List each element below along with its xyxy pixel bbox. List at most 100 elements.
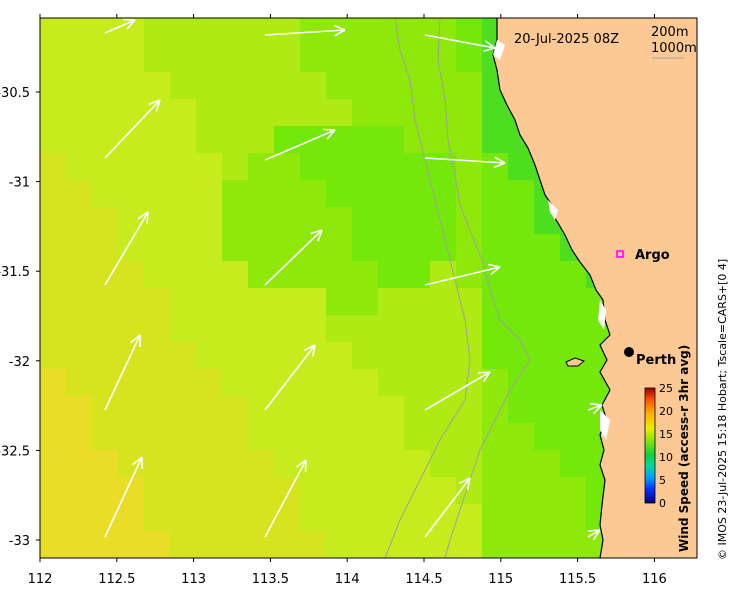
field-cell <box>326 477 353 505</box>
field-cell <box>482 450 509 478</box>
field-cell <box>430 315 457 343</box>
field-cell <box>196 234 223 262</box>
field-cell <box>560 396 587 424</box>
colorbar-tick-label: 0 <box>659 497 666 510</box>
field-cell <box>352 72 379 100</box>
field-cell <box>144 18 171 46</box>
field-cell <box>92 477 119 505</box>
field-cell <box>40 450 67 478</box>
field-cell <box>170 396 197 424</box>
field-cell <box>66 234 93 262</box>
field-cell <box>144 369 171 397</box>
field-cell <box>196 99 223 127</box>
field-cell <box>144 72 171 100</box>
field-cell <box>248 504 275 532</box>
field-cell <box>118 342 145 370</box>
field-cell <box>274 72 301 100</box>
field-cell <box>196 504 223 532</box>
field-cell <box>66 288 93 316</box>
field-cell <box>378 315 405 343</box>
field-cell <box>508 207 535 235</box>
field-cell <box>352 261 379 289</box>
field-cell <box>222 450 249 478</box>
field-cell <box>222 18 249 46</box>
field-cell <box>456 153 483 181</box>
field-cell <box>404 450 431 478</box>
field-cell <box>196 531 223 559</box>
field-cell <box>300 180 327 208</box>
field-cell <box>66 531 93 559</box>
field-cell <box>456 423 483 451</box>
field-cell <box>92 126 119 154</box>
field-cell <box>118 396 145 424</box>
x-tick-label: 114.5 <box>405 572 442 587</box>
field-cell <box>66 315 93 343</box>
field-cell <box>378 396 405 424</box>
field-cell <box>378 288 405 316</box>
field-cell <box>326 207 353 235</box>
field-cell <box>222 396 249 424</box>
field-cell <box>118 450 145 478</box>
field-cell <box>248 180 275 208</box>
field-cell <box>404 180 431 208</box>
field-cell <box>352 369 379 397</box>
field-cell <box>560 315 587 343</box>
field-cell <box>534 261 561 289</box>
field-cell <box>352 45 379 73</box>
field-cell <box>560 450 587 478</box>
field-cell <box>66 99 93 127</box>
field-cell <box>378 18 405 46</box>
field-cell <box>300 504 327 532</box>
field-cell <box>508 396 535 424</box>
field-cell <box>66 153 93 181</box>
field-cell <box>456 234 483 262</box>
field-cell <box>118 207 145 235</box>
field-cell <box>170 342 197 370</box>
field-cell <box>404 396 431 424</box>
field-cell <box>430 207 457 235</box>
field-cell <box>144 396 171 424</box>
field-cell <box>222 288 249 316</box>
field-cell <box>456 45 483 73</box>
field-cell <box>378 207 405 235</box>
field-cell <box>40 315 67 343</box>
field-cell <box>534 423 561 451</box>
field-cell <box>66 396 93 424</box>
perth-marker <box>624 347 634 357</box>
field-cell <box>508 423 535 451</box>
colorbar-tick-label: 5 <box>659 474 666 487</box>
field-cell <box>40 234 67 262</box>
field-cell <box>300 45 327 73</box>
field-cell <box>482 342 509 370</box>
field-cell <box>404 207 431 235</box>
field-cell <box>300 396 327 424</box>
field-cell <box>326 18 353 46</box>
argo-label: Argo <box>635 248 670 263</box>
field-cell <box>430 261 457 289</box>
field-cell <box>248 18 275 46</box>
field-cell <box>560 504 587 532</box>
field-cell <box>482 207 509 235</box>
field-cell <box>534 315 561 343</box>
field-cell <box>300 369 327 397</box>
field-cell <box>508 180 535 208</box>
field-cell <box>430 99 457 127</box>
field-cell <box>482 234 509 262</box>
field-cell <box>118 45 145 73</box>
field-cell <box>300 261 327 289</box>
field-cell <box>92 288 119 316</box>
field-cell <box>378 234 405 262</box>
field-cell <box>196 423 223 451</box>
field-cell <box>170 18 197 46</box>
field-cell <box>560 369 587 397</box>
field-cell <box>326 234 353 262</box>
field-cell <box>404 18 431 46</box>
field-cell <box>66 423 93 451</box>
contour-legend-1000m: 1000m <box>651 41 697 56</box>
field-cell <box>352 531 379 559</box>
field-cell <box>326 342 353 370</box>
field-cell <box>508 288 535 316</box>
field-cell <box>40 72 67 100</box>
timestamp: 20-Jul-2025 08Z <box>514 32 619 47</box>
field-cell <box>248 450 275 478</box>
